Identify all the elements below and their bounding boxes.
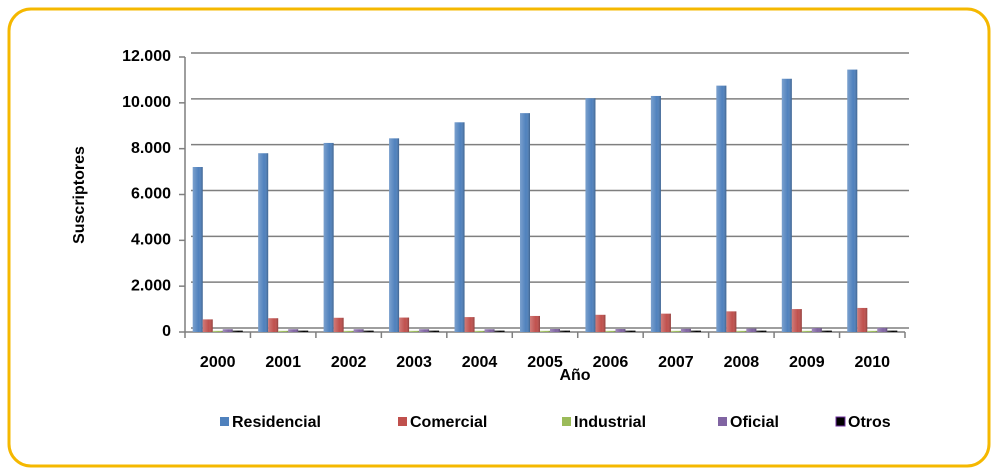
x-tick-label: 2002: [331, 354, 367, 371]
y-tick-label: 10.000: [122, 94, 171, 111]
bar-shade: [192, 167, 203, 332]
bar-shade: [887, 330, 898, 332]
x-tick-label: 2005: [527, 354, 563, 371]
bar-shade: [550, 329, 560, 332]
y-axis-title: Suscriptores: [71, 146, 88, 244]
bar-shade: [363, 330, 374, 332]
bar-shade: [585, 98, 596, 332]
y-tick-label: 4.000: [131, 232, 171, 249]
x-tick-label: 2010: [854, 354, 890, 371]
bar-shade: [821, 330, 832, 332]
bar-shade: [298, 330, 309, 332]
bar-shade: [530, 315, 540, 332]
x-tick-label: 2008: [724, 354, 760, 371]
bar-shade: [494, 330, 505, 332]
legend-label: Residencial: [232, 414, 321, 431]
bar-shade: [690, 330, 701, 332]
legend-swatch: [562, 417, 571, 426]
legend-label: Comercial: [410, 414, 487, 431]
bar-shade: [560, 330, 570, 332]
legend-swatch: [718, 417, 727, 426]
bar-shade: [520, 113, 530, 332]
bar-shade: [389, 138, 400, 332]
bar-shade: [429, 330, 440, 332]
x-tick-label: 2009: [789, 354, 825, 371]
bar-shade: [625, 330, 636, 332]
bar-shade: [288, 329, 299, 332]
bar-shade: [716, 85, 727, 332]
bar-shade: [857, 307, 868, 332]
bar-shade: [877, 327, 888, 332]
bar-shade: [605, 330, 616, 332]
bar-shade: [333, 317, 344, 332]
bar-shade: [801, 330, 812, 332]
y-tick-label: 0: [162, 323, 171, 340]
x-tick-label: 2004: [462, 354, 498, 371]
bar-shade: [258, 153, 269, 332]
bar-shade: [323, 142, 334, 332]
legend-swatch: [220, 417, 229, 426]
bar-shade: [726, 311, 737, 332]
bar-shade: [419, 329, 430, 332]
x-tick-label: 2006: [593, 354, 629, 371]
x-axis-title: Año: [559, 367, 590, 384]
y-tick-label: 8.000: [131, 140, 171, 157]
bar-shade: [746, 328, 757, 332]
legend-swatch: [835, 416, 846, 427]
bar-shade: [268, 318, 279, 332]
frame: [7, 7, 991, 468]
bar-shade: [756, 330, 767, 332]
x-tick-label: 2001: [265, 354, 301, 371]
bar-shade: [540, 330, 550, 332]
x-tick-label: 2000: [200, 354, 236, 371]
bar-shade: [484, 329, 495, 332]
bar-shade: [680, 328, 691, 332]
bar-shade: [791, 309, 802, 332]
legend-label: Oficial: [730, 414, 779, 431]
bar-shade: [353, 329, 364, 332]
bar-shade: [232, 330, 243, 332]
bar-shade: [278, 330, 289, 332]
bar-shade: [409, 330, 420, 332]
x-tick-label: 2007: [658, 354, 694, 371]
bar-shade: [736, 330, 747, 332]
bar-shade: [399, 317, 410, 332]
bar-shade: [781, 78, 792, 332]
bar-shade: [202, 319, 213, 332]
bar-shade: [847, 69, 858, 333]
bar-shade: [615, 329, 626, 332]
bar-shade: [650, 95, 661, 332]
bar-shade: [811, 328, 822, 332]
y-tick-label: 12.000: [122, 48, 171, 65]
bar-shade: [454, 122, 465, 332]
y-tick-label: 6.000: [131, 186, 171, 203]
bar-shade: [474, 330, 485, 332]
legend-swatch: [398, 417, 407, 426]
x-tick-label: 2003: [396, 354, 432, 371]
bar-shade: [867, 330, 878, 332]
bar-shade: [464, 317, 475, 332]
bar-shade: [222, 329, 233, 332]
bar-shade: [212, 330, 223, 332]
legend-label: Industrial: [574, 414, 646, 431]
bar-shade: [670, 330, 681, 332]
bar-shade: [660, 313, 671, 332]
bar-shade: [343, 330, 354, 332]
y-tick-label: 2.000: [131, 277, 171, 294]
bar-shade: [595, 314, 606, 332]
legend-label: Otros: [848, 414, 891, 431]
